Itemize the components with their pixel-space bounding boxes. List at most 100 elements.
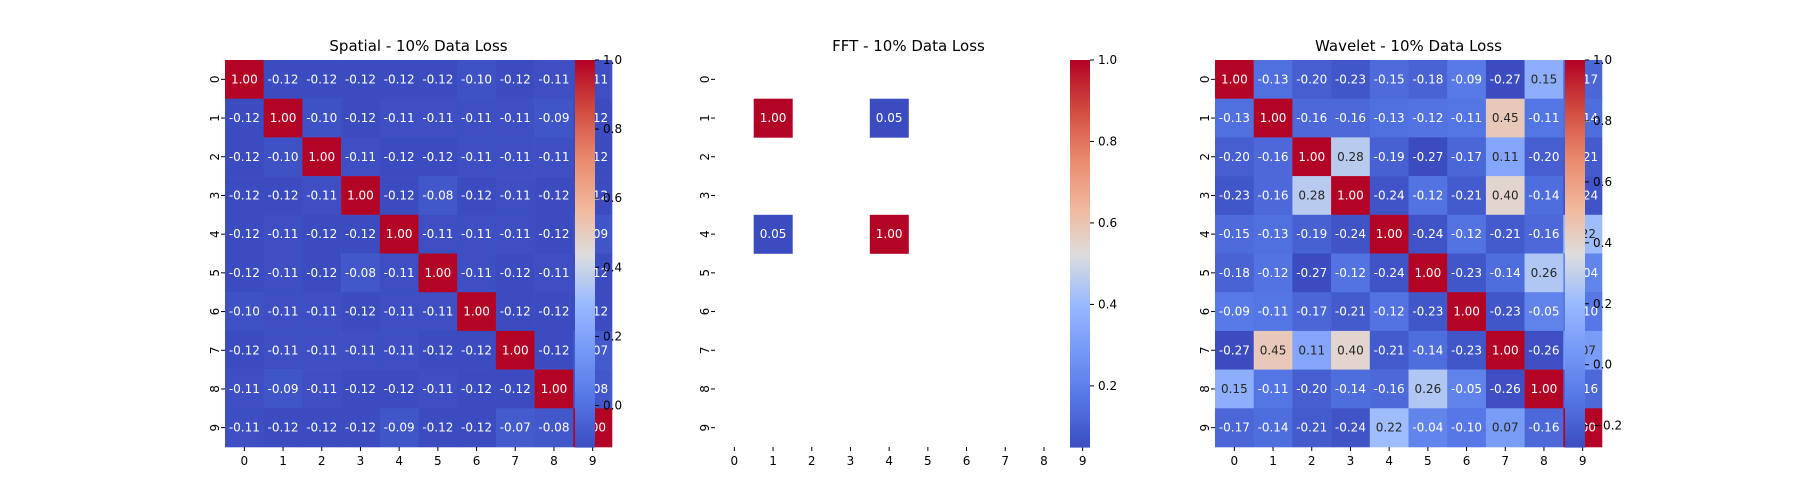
heatmap-cell xyxy=(1215,330,1254,370)
cell-value-label: -0.11 xyxy=(538,72,569,86)
y-tick-label: 8 xyxy=(1198,385,1212,393)
colorbar-segment xyxy=(1070,185,1090,190)
cell-value-label: 0.05 xyxy=(760,227,787,241)
colorbar-segment xyxy=(575,72,595,77)
colorbar-segment xyxy=(1070,101,1090,106)
colorbar-segment xyxy=(1565,427,1585,432)
heatmap-cell xyxy=(341,369,381,409)
heatmap-cell xyxy=(1369,176,1409,216)
cell-value-label: -0.12 xyxy=(229,266,260,280)
colorbar-segment xyxy=(575,121,595,126)
heatmap-cell xyxy=(379,253,419,293)
heatmap-cell xyxy=(1215,214,1254,254)
colorbar-segment xyxy=(1070,363,1090,367)
heatmap-cell xyxy=(495,408,535,448)
colorbar-segment xyxy=(575,427,595,432)
colorbar-segment xyxy=(1565,201,1585,206)
colorbar-segment xyxy=(1565,82,1585,87)
cell-value-label: -0.18 xyxy=(1412,72,1443,86)
cell-value-label: -0.11 xyxy=(538,266,569,280)
colorbar-tick-label: 1.0 xyxy=(1098,53,1117,67)
cell-value-label: -0.21 xyxy=(1374,343,1405,357)
cell-value-label: -0.11 xyxy=(461,266,492,280)
cell-value-label: -0.11 xyxy=(306,188,337,202)
colorbar-segment xyxy=(575,89,595,93)
cell-value-label: -0.12 xyxy=(538,188,569,202)
heatmap-cell xyxy=(263,98,303,138)
heatmap-cell xyxy=(1447,214,1487,254)
colorbar-segment xyxy=(1070,376,1090,380)
heatmap-cell xyxy=(1292,214,1332,254)
colorbar-segment xyxy=(1565,230,1585,235)
heatmap-cell xyxy=(457,137,497,177)
colorbar-segment xyxy=(1565,208,1585,213)
colorbar-segment xyxy=(575,101,595,106)
colorbar-segment xyxy=(575,224,595,229)
colorbar-segment xyxy=(1565,385,1585,390)
colorbar-segment xyxy=(1565,95,1585,100)
colorbar-segment xyxy=(575,95,595,100)
cell-value-label: -0.17 xyxy=(1451,150,1482,164)
heatmap-cell xyxy=(1253,137,1293,177)
colorbar-segment xyxy=(1070,143,1090,148)
heatmap-cell xyxy=(1408,330,1448,370)
cell-value-label: -0.23 xyxy=(1451,343,1482,357)
heatmap-cell xyxy=(263,292,303,332)
colorbar-tick-label: 0.4 xyxy=(603,260,622,274)
cell-value-label: -0.13 xyxy=(1258,227,1289,241)
colorbar-segment xyxy=(1070,85,1090,90)
colorbar-segment xyxy=(1070,224,1090,229)
colorbar-segment xyxy=(1070,272,1090,277)
cell-value-label: -0.12 xyxy=(538,343,569,357)
heatmap-cell xyxy=(534,292,574,332)
cell-value-label: -0.12 xyxy=(500,382,531,396)
colorbar-segment xyxy=(1070,66,1090,71)
heatmap-cell xyxy=(534,176,574,216)
cell-value-label: -0.12 xyxy=(384,150,415,164)
heatmap-cell xyxy=(1369,292,1409,332)
colorbar-segment xyxy=(1565,108,1585,113)
colorbar-segment xyxy=(1070,156,1090,161)
colorbar-segment xyxy=(575,124,595,129)
colorbar-segment xyxy=(1070,330,1090,335)
heatmap-cell xyxy=(457,330,497,370)
colorbar-segment xyxy=(575,376,595,380)
heatmap-cell xyxy=(1408,137,1448,177)
colorbar-segment xyxy=(1070,114,1090,119)
colorbar-segment xyxy=(575,259,595,264)
colorbar-segment xyxy=(575,343,595,348)
cell-value-label: 1.00 xyxy=(1260,111,1287,125)
cell-value-label: -0.16 xyxy=(1374,382,1405,396)
colorbar-segment xyxy=(1070,440,1090,445)
cell-value-label: -0.14 xyxy=(1412,343,1443,357)
heatmap-cell xyxy=(418,176,458,216)
x-tick-label: 1 xyxy=(279,454,287,468)
heatmap-cell xyxy=(495,176,535,216)
cell-value-label: 1.00 xyxy=(463,305,490,319)
cell-value-label: -0.10 xyxy=(306,111,337,125)
heatmap-cell xyxy=(495,60,535,99)
heatmap-cell xyxy=(1408,98,1448,138)
cell-value-label: -0.24 xyxy=(1374,266,1405,280)
x-tick-label: 7 xyxy=(1501,454,1509,468)
x-tick-label: 8 xyxy=(1040,454,1048,468)
cell-value-label: -0.12 xyxy=(500,305,531,319)
cell-value-label: 0.28 xyxy=(1298,188,1325,202)
colorbar-segment xyxy=(1565,76,1585,80)
colorbar-segment xyxy=(1565,85,1585,90)
colorbar-segment xyxy=(575,314,595,319)
colorbar-segment xyxy=(1070,327,1090,332)
colorbar-segment xyxy=(1070,321,1090,326)
colorbar-segment xyxy=(575,276,595,280)
colorbar-segment xyxy=(1070,108,1090,113)
cell-value-label: -0.11 xyxy=(268,305,299,319)
colorbar-segment xyxy=(575,150,595,155)
colorbar-segment xyxy=(575,127,595,132)
colorbar-segment xyxy=(575,421,595,426)
colorbar-segment xyxy=(1070,434,1090,438)
heatmap-cell xyxy=(534,408,574,448)
colorbar-segment xyxy=(575,227,595,232)
colorbar-segment xyxy=(1565,143,1585,148)
colorbar-segment xyxy=(575,140,595,145)
colorbar-segment xyxy=(1070,127,1090,132)
